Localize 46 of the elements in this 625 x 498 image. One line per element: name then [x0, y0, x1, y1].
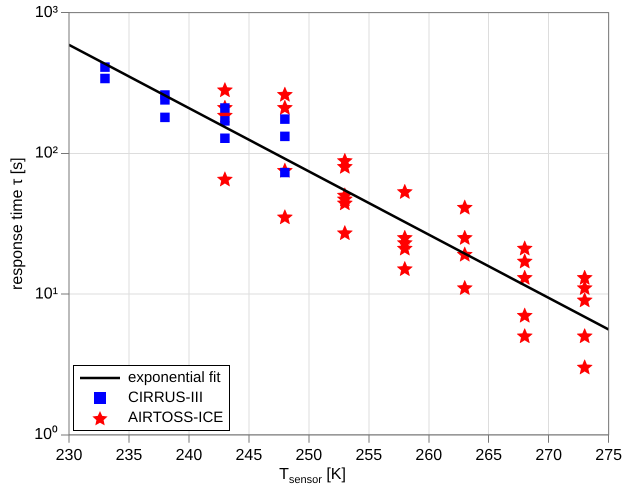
x-tick-label: 230 [56, 446, 82, 464]
point [516, 270, 533, 285]
point [160, 112, 170, 122]
x-tick-label: 255 [355, 446, 382, 464]
y-tick-label: 10³ [34, 4, 59, 22]
x-axis-title: T$_{sensor}$ [K] [278, 466, 347, 486]
point [576, 359, 593, 374]
point [576, 280, 593, 295]
point [576, 328, 593, 344]
point [217, 171, 233, 186]
y-axis-title: response time τ [s] [9, 157, 26, 290]
point [280, 132, 290, 142]
point [516, 253, 533, 268]
y-tick-label: 10⁰ [34, 425, 58, 444]
point [277, 100, 293, 115]
point [576, 270, 593, 285]
point [220, 116, 230, 126]
point [280, 114, 290, 124]
point [516, 240, 533, 256]
point [456, 200, 473, 215]
point [456, 230, 473, 245]
x-tick-label: 270 [535, 446, 562, 464]
x-tick-label: 275 [595, 446, 622, 464]
x-tick-label: 235 [116, 446, 142, 464]
point [396, 184, 413, 199]
point [516, 308, 533, 323]
legend-label: AIRTOSS-ICE [128, 409, 224, 426]
x-tick-label: 240 [176, 446, 202, 464]
point [456, 280, 473, 295]
point [576, 292, 593, 308]
x-tick-label: 260 [415, 446, 442, 464]
point [217, 82, 233, 98]
y-tick-label: 10¹ [34, 285, 58, 302]
point [277, 86, 293, 102]
point [336, 225, 353, 240]
point [277, 209, 293, 224]
x-tick-label: 265 [475, 446, 502, 464]
point [396, 261, 413, 276]
y-tick-label: 10² [34, 144, 59, 162]
legend-label: CIRRUS-III [128, 389, 203, 406]
legend-label: exponential fit [128, 369, 221, 386]
point [220, 134, 230, 143]
x-tick-label: 250 [295, 446, 322, 464]
x-tick-label: 245 [236, 446, 262, 464]
point [100, 74, 110, 84]
point [516, 328, 533, 344]
